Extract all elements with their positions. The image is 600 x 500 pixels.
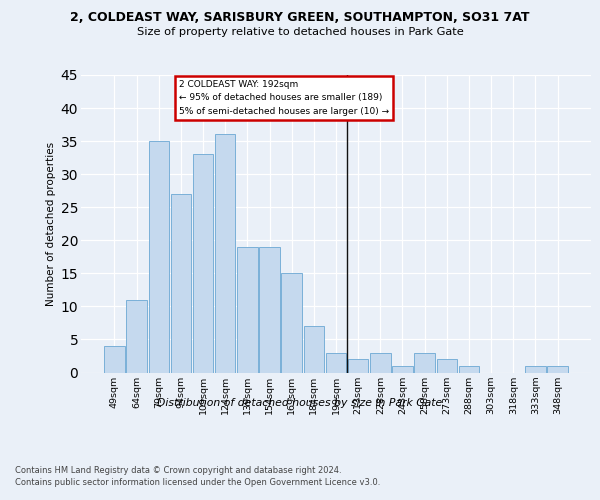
Bar bbox=[259, 247, 280, 372]
Y-axis label: Number of detached properties: Number of detached properties bbox=[46, 142, 56, 306]
Bar bbox=[326, 352, 346, 372]
Bar bbox=[348, 360, 368, 372]
Bar bbox=[281, 274, 302, 372]
Bar bbox=[437, 360, 457, 372]
Bar bbox=[237, 247, 257, 372]
Bar bbox=[193, 154, 213, 372]
Text: Size of property relative to detached houses in Park Gate: Size of property relative to detached ho… bbox=[137, 27, 463, 37]
Bar bbox=[215, 134, 235, 372]
Text: Contains HM Land Registry data © Crown copyright and database right 2024.: Contains HM Land Registry data © Crown c… bbox=[15, 466, 341, 475]
Text: Distribution of detached houses by size in Park Gate: Distribution of detached houses by size … bbox=[157, 398, 443, 407]
Bar bbox=[547, 366, 568, 372]
Bar bbox=[304, 326, 324, 372]
Bar bbox=[170, 194, 191, 372]
Bar bbox=[392, 366, 413, 372]
Bar bbox=[370, 352, 391, 372]
Bar bbox=[104, 346, 125, 372]
Text: 2, COLDEAST WAY, SARISBURY GREEN, SOUTHAMPTON, SO31 7AT: 2, COLDEAST WAY, SARISBURY GREEN, SOUTHA… bbox=[70, 11, 530, 24]
Text: 2 COLDEAST WAY: 192sqm
← 95% of detached houses are smaller (189)
5% of semi-det: 2 COLDEAST WAY: 192sqm ← 95% of detached… bbox=[179, 80, 389, 116]
Bar bbox=[149, 141, 169, 372]
Bar bbox=[525, 366, 545, 372]
Text: Contains public sector information licensed under the Open Government Licence v3: Contains public sector information licen… bbox=[15, 478, 380, 487]
Bar bbox=[127, 300, 147, 372]
Bar bbox=[415, 352, 435, 372]
Bar bbox=[459, 366, 479, 372]
